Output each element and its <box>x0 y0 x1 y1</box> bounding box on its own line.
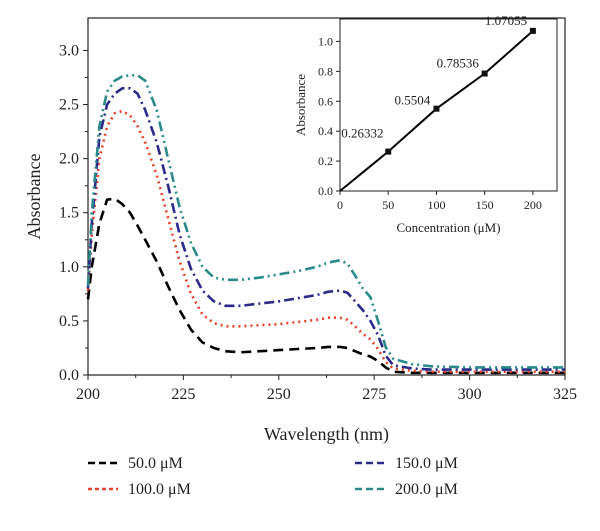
inset-y-axis-title: Absorbance <box>293 74 308 136</box>
legend-label: 150.0 μM <box>395 455 458 472</box>
inset-x-tick-label: 0 <box>337 198 343 212</box>
inset-data-point <box>481 70 488 77</box>
inset-y-tick-label: 0.4 <box>318 124 333 138</box>
series-line-1 <box>86 197 565 375</box>
inset-data-label: 0.26332 <box>341 126 383 141</box>
inset-y-tick-label: 0.8 <box>318 64 333 78</box>
inset-data-point <box>529 27 536 34</box>
legend-label: 200.0 μM <box>395 481 458 498</box>
inset-data-label: 0.5504 <box>394 93 430 108</box>
main-x-tick-label: 300 <box>458 386 482 403</box>
main-x-tick-label: 250 <box>267 386 291 403</box>
main-y-axis-title: Absorbance <box>24 154 44 240</box>
main-y-tick-label: 1.5 <box>59 205 79 222</box>
inset-data-point <box>433 105 440 112</box>
inset-y-tick-label: 0.6 <box>318 94 333 108</box>
main-y-tick-label: 0.0 <box>59 367 79 384</box>
series-line-4 <box>86 74 565 369</box>
inset-x-tick-label: 200 <box>524 198 542 212</box>
main-x-axis-title: Wavelength (nm) <box>264 424 389 445</box>
series-line-3 <box>86 87 565 371</box>
inset-x-axis-title: Concentration (μM) <box>396 220 500 235</box>
main-y-tick-label: 2.0 <box>59 151 79 168</box>
inset-y-tick-label: 0.0 <box>318 184 333 198</box>
inset-y-tick-label: 1.0 <box>318 34 333 48</box>
inset-data-point <box>385 148 392 155</box>
inset-x-tick-label: 50 <box>382 198 394 212</box>
main-x-tick-label: 225 <box>171 386 195 403</box>
main-y-tick-label: 0.5 <box>59 313 79 330</box>
main-y-tick-label: 2.5 <box>59 97 79 114</box>
inset-y-tick-label: 0.2 <box>318 154 333 168</box>
inset-x-tick-label: 150 <box>476 198 494 212</box>
inset-data-label: 1.07055 <box>485 13 527 28</box>
main-x-tick-label: 325 <box>553 386 577 403</box>
legend-label: 50.0 μM <box>128 455 183 472</box>
main-x-tick-label: 275 <box>362 386 386 403</box>
main-y-tick-label: 3.0 <box>59 42 79 59</box>
legend-label: 100.0 μM <box>128 481 191 498</box>
inset-data-label: 0.78536 <box>437 56 480 71</box>
main-y-tick-label: 1.0 <box>59 259 79 276</box>
inset-x-tick-label: 100 <box>427 198 445 212</box>
main-x-tick-label: 200 <box>76 386 100 403</box>
